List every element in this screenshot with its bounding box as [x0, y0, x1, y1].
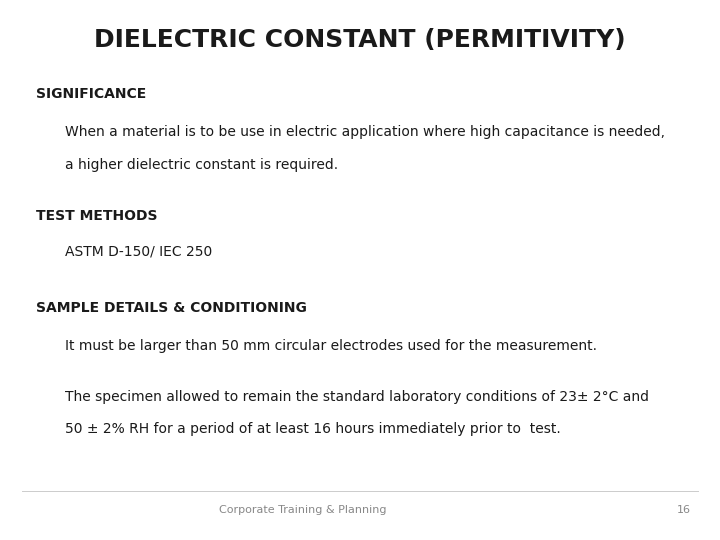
Text: TEST METHODS: TEST METHODS	[36, 209, 158, 223]
Text: ASTM D-150/ IEC 250: ASTM D-150/ IEC 250	[65, 244, 212, 258]
Text: Corporate Training & Planning: Corporate Training & Planning	[219, 505, 386, 515]
Text: DIELECTRIC CONSTANT (PERMITIVITY): DIELECTRIC CONSTANT (PERMITIVITY)	[94, 29, 626, 52]
Text: SAMPLE DETAILS & CONDITIONING: SAMPLE DETAILS & CONDITIONING	[36, 301, 307, 315]
Text: SIGNIFICANCE: SIGNIFICANCE	[36, 87, 146, 102]
Text: 50 ± 2% RH for a period of at least 16 hours immediately prior to  test.: 50 ± 2% RH for a period of at least 16 h…	[65, 422, 561, 436]
Text: It must be larger than 50 mm circular electrodes used for the measurement.: It must be larger than 50 mm circular el…	[65, 339, 597, 353]
Text: 16: 16	[678, 505, 691, 515]
Text: When a material is to be use in electric application where high capacitance is n: When a material is to be use in electric…	[65, 125, 665, 139]
Text: The specimen allowed to remain the standard laboratory conditions of 23± 2°C and: The specimen allowed to remain the stand…	[65, 390, 649, 404]
Text: a higher dielectric constant is required.: a higher dielectric constant is required…	[65, 158, 338, 172]
